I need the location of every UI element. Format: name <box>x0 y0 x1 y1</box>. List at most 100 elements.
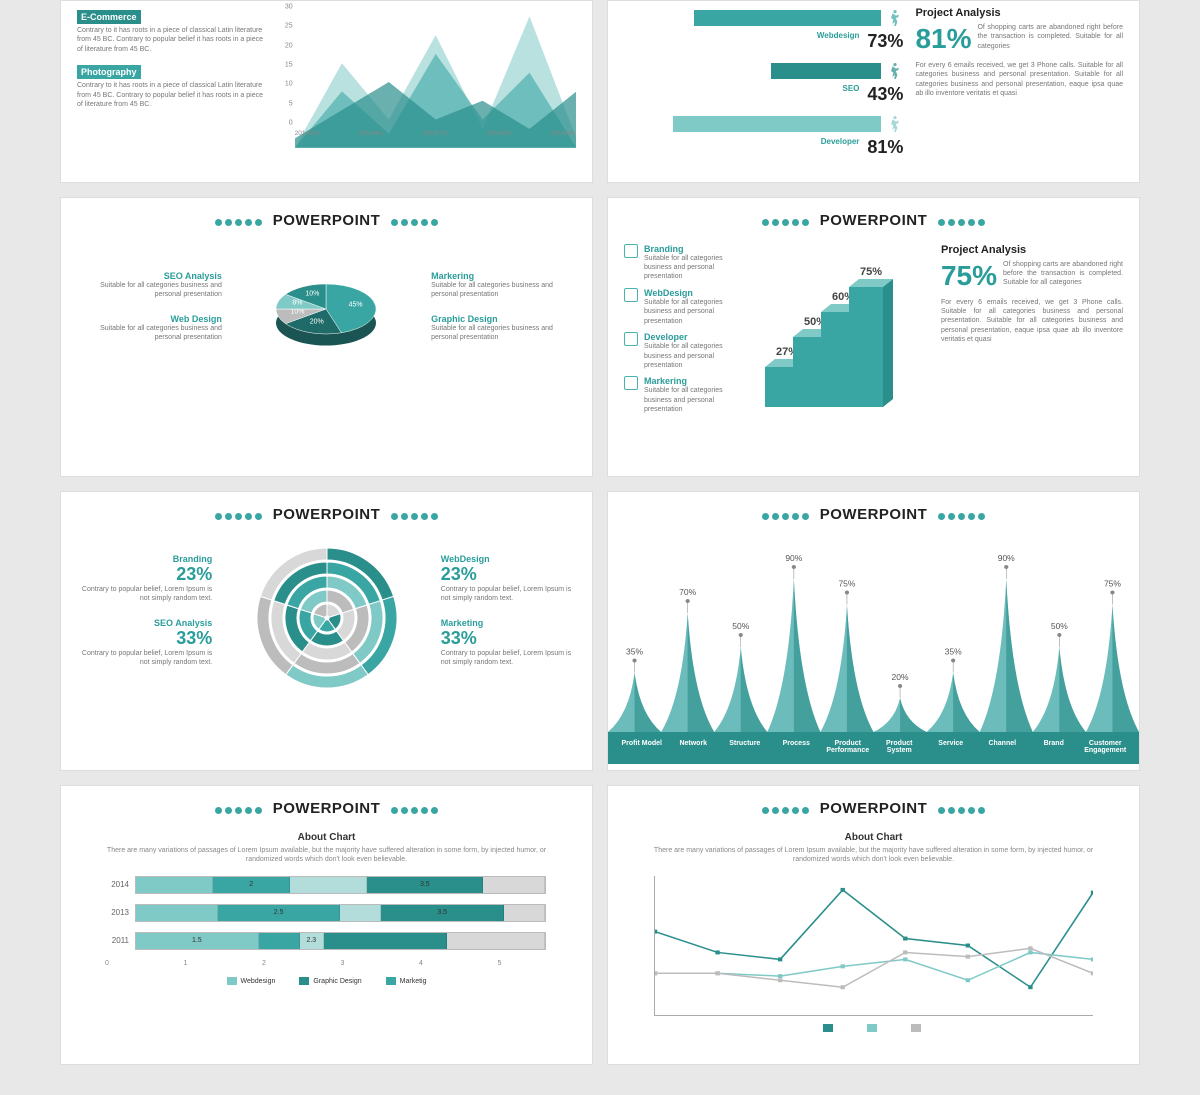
bar-segment <box>324 933 447 949</box>
metric: Branding23%Contrary to popular belief, L… <box>77 554 212 604</box>
analysis-body: For every 6 emails received, we get 3 Ph… <box>941 298 1123 345</box>
svg-text:20%: 20% <box>310 318 324 325</box>
metric-title: SEO Analysis <box>77 618 212 628</box>
metric-text: Contrary to popular belief, Lorem Ipsum … <box>441 649 576 668</box>
feature-item: BrandingSuitable for all categories busi… <box>624 244 729 282</box>
slide-pie: POWERPOINT SEO Analysis Suitable for all … <box>60 197 593 477</box>
text-block: E-Commerce Contrary to it has roots in a … <box>77 7 267 54</box>
feature-title: WebDesign <box>644 288 729 298</box>
svg-text:10%: 10% <box>306 290 320 297</box>
bar-segment: 2 <box>213 877 290 893</box>
legend-item <box>867 1024 881 1032</box>
spike-label: Customer Engagement <box>1080 740 1132 754</box>
slide-title: POWERPOINT <box>61 786 592 826</box>
callout-text: Suitable for all categories business and… <box>77 324 222 343</box>
year-label: 2011 <box>107 936 135 945</box>
runner-icon <box>887 60 903 82</box>
header-text: POWERPOINT <box>273 506 381 523</box>
horizontal-bars: Webdesign73% SEO43% Developer81% <box>624 7 903 166</box>
metric-pct: 33% <box>77 628 212 649</box>
metric-pct: 23% <box>77 564 212 585</box>
bar-segment <box>136 905 218 921</box>
metric-text: Contrary to popular belief, Lorem Ipsum … <box>77 585 212 604</box>
bar <box>771 63 882 79</box>
spike-label: Product System <box>874 740 926 754</box>
spike-label: Profit Model <box>616 740 668 754</box>
project-analysis: Project Analysis 75% Of shopping carts a… <box>941 244 1123 421</box>
spike-labels: Profit ModelNetworkStructureProcess Produ… <box>608 732 1139 764</box>
stacked-row: 2014 2 3.5 <box>107 876 546 894</box>
hbar-row <box>624 7 903 29</box>
spike-label: Structure <box>719 740 771 754</box>
callout-text: Suitable for all categories business and… <box>431 324 576 343</box>
block-title: Photography <box>77 65 141 79</box>
feature-text: Suitable for all categories business and… <box>644 298 729 326</box>
about-heading: About Chart <box>624 832 1123 843</box>
legend-item: Graphic Design <box>299 977 361 985</box>
slide-stacked-bars: POWERPOINT About Chart There are many va… <box>60 785 593 1065</box>
analysis-title: Project Analysis <box>915 7 1123 19</box>
analysis-title: Project Analysis <box>941 244 1123 256</box>
slide-area-chart: E-Commerce Contrary to it has roots in a … <box>60 0 593 183</box>
bar-segment <box>136 877 213 893</box>
year-label: 2014 <box>107 880 135 889</box>
spike-label: Process <box>771 740 823 754</box>
text-block: PhotographyContrary to it has roots in a… <box>77 62 267 109</box>
analysis-pct: 81% <box>915 23 971 55</box>
slide-title: POWERPOINT <box>608 786 1139 826</box>
s1-text-blocks: E-Commerce Contrary to it has roots in a … <box>77 7 267 118</box>
spike-label: Channel <box>977 740 1029 754</box>
svg-text:45%: 45% <box>349 301 363 308</box>
feature-list: BrandingSuitable for all categories busi… <box>624 244 729 421</box>
slide-hbars: Webdesign73% SEO43% Developer81% Project… <box>607 0 1140 183</box>
callout-text: Suitable for all categories business and… <box>431 281 576 300</box>
metric-pct: 23% <box>441 564 576 585</box>
legend-item <box>911 1024 925 1032</box>
svg-text:75%: 75% <box>838 579 856 588</box>
svg-text:35%: 35% <box>945 647 963 656</box>
metric: Marketing33%Contrary to popular belief, … <box>441 618 576 668</box>
bar-segment: 3.5 <box>381 905 504 921</box>
radial-right: WebDesign23%Contrary to popular belief, … <box>441 554 576 682</box>
feature-title: Markering <box>644 376 729 386</box>
block-title: E-Commerce <box>77 10 141 24</box>
svg-text:8%: 8% <box>293 299 303 306</box>
runner-icon <box>887 7 903 29</box>
bar-segment <box>483 877 545 893</box>
bar-segment: 3.5 <box>367 877 483 893</box>
feature-item: DeveloperSuitable for all categories bus… <box>624 332 729 370</box>
feature-icon <box>624 332 638 346</box>
callout-title: Markering <box>431 271 576 281</box>
slide-title: POWERPOINT <box>61 198 592 238</box>
analysis-pct: 75% <box>941 260 997 292</box>
legend-item <box>823 1024 837 1032</box>
feature-icon <box>624 376 638 390</box>
feature-item: WebDesignSuitable for all categories bus… <box>624 288 729 326</box>
feature-item: MarkeringSuitable for all categories bus… <box>624 376 729 414</box>
svg-text:75%: 75% <box>860 266 882 278</box>
hbar-row <box>624 113 903 135</box>
year-label: 2013 <box>107 908 135 917</box>
hbar-row <box>624 60 903 82</box>
spike-label: Service <box>925 740 977 754</box>
about-text: There are many variations of passages of… <box>644 846 1103 864</box>
block-text: Contrary to it has roots in a piece of c… <box>77 26 267 54</box>
metric-text: Contrary to popular belief, Lorem Ipsum … <box>441 585 576 604</box>
bar-segment: 2.3 <box>300 933 325 949</box>
header-text: POWERPOINT <box>273 800 381 817</box>
metric: SEO Analysis33%Contrary to popular belie… <box>77 618 212 668</box>
callout: Graphic DesignSuitable for all categorie… <box>431 314 576 343</box>
callout-title: SEO Analysis <box>77 271 222 281</box>
metric-pct: 33% <box>441 628 576 649</box>
slide-title: POWERPOINT <box>608 198 1139 238</box>
about-text: There are many variations of passages of… <box>97 846 556 864</box>
bar-segment: 1.5 <box>136 933 259 949</box>
bar-segment <box>290 877 367 893</box>
metric-title: Marketing <box>441 618 576 628</box>
area-chart: 051015202530 2014/5/12014/6/12014/7/1201… <box>277 7 576 137</box>
pie-left-labels: SEO Analysis Suitable for all categories … <box>77 271 222 357</box>
legend-item: Marketig <box>386 977 427 985</box>
feature-text: Suitable for all categories business and… <box>644 342 729 370</box>
spike-label: Network <box>668 740 720 754</box>
bar-segment <box>259 933 300 949</box>
